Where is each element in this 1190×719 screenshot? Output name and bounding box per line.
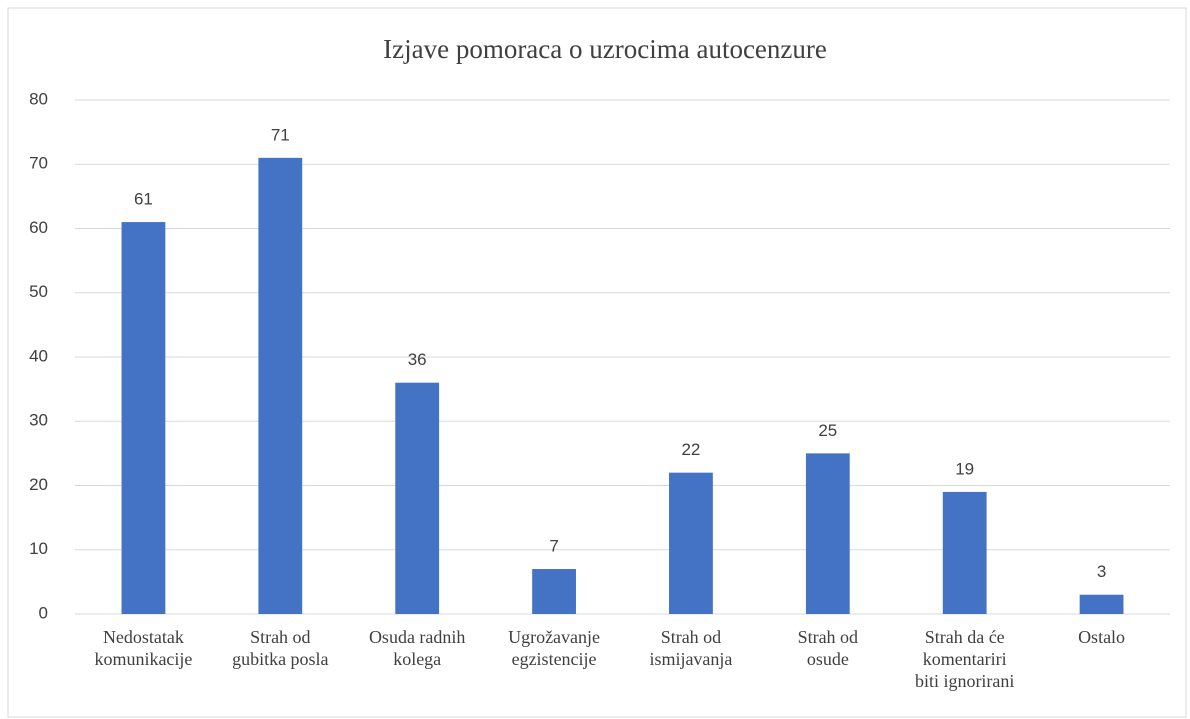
y-tick-label: 50 xyxy=(29,282,48,301)
y-tick-label: 40 xyxy=(29,346,48,365)
x-tick-label: Ostalo xyxy=(1078,627,1126,647)
data-label: 3 xyxy=(1097,562,1106,581)
bar xyxy=(942,491,987,614)
x-tick-label: Strah od ismijavanja xyxy=(649,627,733,669)
y-tick-label: 80 xyxy=(29,89,48,108)
x-tick-label: Strah od gubitka posla xyxy=(232,627,329,669)
data-label: 36 xyxy=(408,350,427,369)
bar xyxy=(395,382,440,614)
bar xyxy=(805,453,850,614)
data-label: 7 xyxy=(549,537,558,556)
y-tick-label: 20 xyxy=(29,475,48,494)
x-tick-label: Strah od osude xyxy=(797,627,859,669)
data-label: 19 xyxy=(955,459,974,478)
x-tick-label: Nedostatak komunikacije xyxy=(94,627,193,669)
y-tick-label: 30 xyxy=(29,411,48,430)
x-tick-label: Osuda radnih kolega xyxy=(368,627,466,669)
y-tick-label: 70 xyxy=(29,154,48,173)
data-label: 61 xyxy=(134,190,153,209)
bar xyxy=(258,157,303,614)
y-tick-label: 0 xyxy=(39,603,48,622)
x-tick-label: Ugrožavanje egzistencije xyxy=(508,627,601,669)
bar xyxy=(669,472,713,614)
data-label: 25 xyxy=(818,421,837,440)
chart-border xyxy=(7,7,1187,718)
y-tick-label: 10 xyxy=(29,539,48,558)
bar xyxy=(532,569,576,614)
bar xyxy=(121,222,166,614)
data-label: 22 xyxy=(681,440,700,459)
x-tick-label: Strah da će komentariri biti ignorirani xyxy=(914,627,1015,691)
y-tick-label: 60 xyxy=(29,218,48,237)
chart-title: Izjave pomoraca o uzrocima autocenzure xyxy=(383,34,827,64)
data-label: 71 xyxy=(271,125,290,144)
bar xyxy=(1079,594,1124,614)
